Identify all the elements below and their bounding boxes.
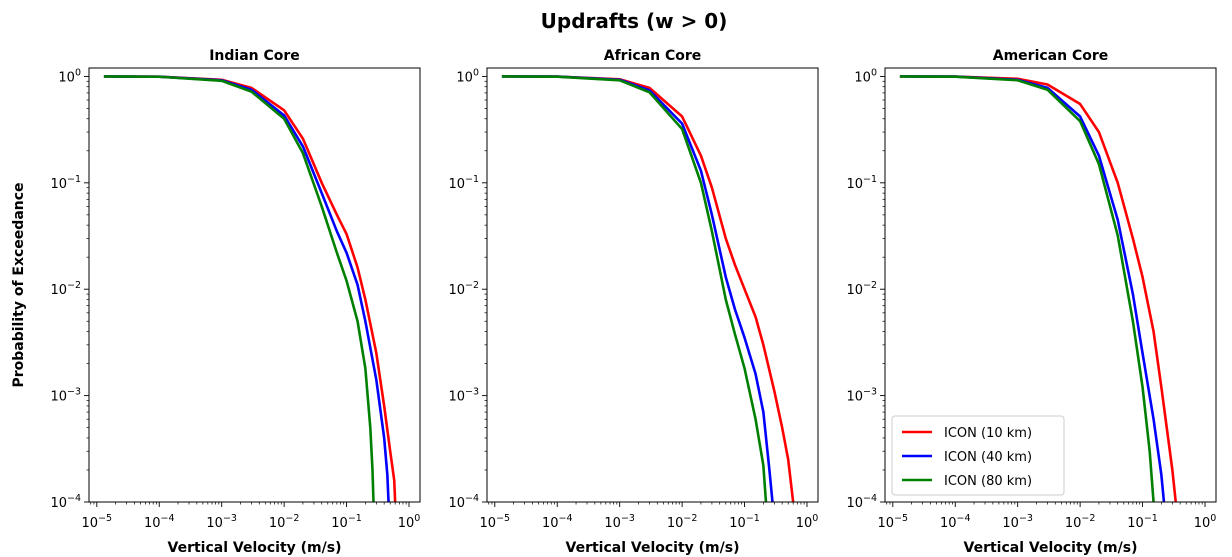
x-axis-label: Vertical Velocity (m/s) xyxy=(168,540,342,556)
y-axis: 100 10−1 10−2 10−3 10−4 xyxy=(50,67,89,511)
y-tick-label: 10−3 xyxy=(846,387,877,405)
x-tick-label: 10−5 xyxy=(480,513,511,531)
legend-label: ICON (40 km) xyxy=(944,450,1032,465)
x-tick-label: 10−1 xyxy=(1127,513,1158,531)
x-axis-label: Vertical Velocity (m/s) xyxy=(566,540,740,556)
x-tick-label: 10−2 xyxy=(1065,513,1096,531)
legend-item: ICON (10 km) xyxy=(902,426,1032,441)
legend-item: ICON (40 km) xyxy=(902,450,1032,465)
legend: ICON (10 km) ICON (40 km) ICON (80 km) xyxy=(891,415,1065,496)
y-tick-label: 10−1 xyxy=(50,174,81,192)
x-axis: 10−5 10−4 10−3 10−2 10−1 100 xyxy=(480,502,819,531)
x-tick-label: 10−5 xyxy=(82,513,113,531)
x-tick-label: 10−5 xyxy=(878,513,909,531)
series-line-icon-40-km xyxy=(501,75,774,502)
y-tick-label: 10−2 xyxy=(448,280,479,298)
series-line-icon-80-km xyxy=(899,75,1155,502)
y-tick-label: 10−3 xyxy=(50,387,81,405)
legend-item: ICON (80 km) xyxy=(902,474,1032,489)
y-tick-label: 10−4 xyxy=(846,493,877,511)
x-tick-label: 10−4 xyxy=(940,513,971,531)
y-tick-label: 10−2 xyxy=(846,280,877,298)
x-axis: 10−5 10−4 10−3 10−2 10−1 100 xyxy=(82,502,421,531)
x-tick-label: 10−1 xyxy=(729,513,760,531)
x-tick-label: 10−4 xyxy=(144,513,175,531)
panel-title: American Core xyxy=(993,48,1109,64)
y-tick-label: 10−2 xyxy=(50,280,81,298)
legend-label: ICON (10 km) xyxy=(944,426,1032,441)
y-tick-label: 10−4 xyxy=(50,493,81,511)
x-tick-label: 10−1 xyxy=(331,513,362,531)
series-lines xyxy=(501,75,795,502)
series-lines xyxy=(103,75,397,502)
legend-box xyxy=(891,415,1065,496)
series-lines xyxy=(899,75,1178,502)
x-tick-label: 100 xyxy=(398,513,421,531)
figure-suptitle: Updrafts (w > 0) xyxy=(541,9,728,33)
x-tick-label: 10−2 xyxy=(667,513,698,531)
y-tick-label: 100 xyxy=(58,67,81,85)
figure-ylabel: Probability of Exceedance xyxy=(11,182,27,387)
x-tick-label: 10−4 xyxy=(542,513,573,531)
y-tick-label: 100 xyxy=(854,67,877,85)
x-tick-label: 100 xyxy=(796,513,819,531)
series-line-icon-80-km xyxy=(501,75,768,502)
y-axis: 100 10−1 10−2 10−3 10−4 xyxy=(846,67,885,511)
x-tick-label: 10−3 xyxy=(206,513,237,531)
x-axis-label: Vertical Velocity (m/s) xyxy=(964,540,1138,556)
axes-frame xyxy=(884,67,1217,503)
panel-title: African Core xyxy=(604,48,702,64)
y-axis: 100 10−1 10−2 10−3 10−4 xyxy=(448,67,487,511)
panel-title: Indian Core xyxy=(209,48,300,64)
x-tick-label: 10−2 xyxy=(269,513,300,531)
y-tick-label: 100 xyxy=(456,67,479,85)
y-tick-label: 10−3 xyxy=(448,387,479,405)
y-tick-label: 10−1 xyxy=(448,174,479,192)
legend-label: ICON (80 km) xyxy=(944,474,1032,489)
axes-frame xyxy=(486,67,819,503)
series-line-icon-40-km xyxy=(103,75,390,502)
series-line-icon-10-km xyxy=(103,75,397,502)
x-axis: 10−5 10−4 10−3 10−2 10−1 100 xyxy=(878,502,1217,531)
x-tick-label: 100 xyxy=(1194,513,1217,531)
series-line-icon-80-km xyxy=(103,75,375,502)
x-tick-label: 10−3 xyxy=(604,513,635,531)
axes-frame xyxy=(88,67,421,503)
series-line-icon-10-km xyxy=(501,75,795,502)
y-tick-label: 10−4 xyxy=(448,493,479,511)
x-tick-label: 10−3 xyxy=(1002,513,1033,531)
y-tick-label: 10−1 xyxy=(846,174,877,192)
